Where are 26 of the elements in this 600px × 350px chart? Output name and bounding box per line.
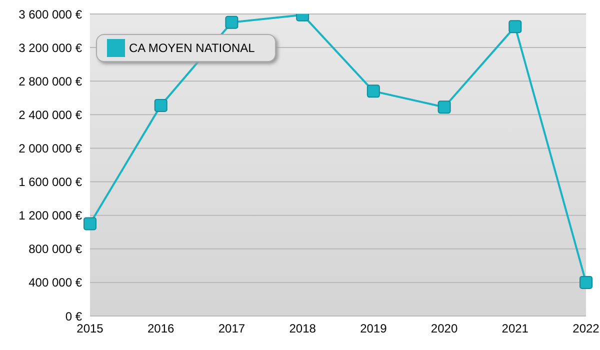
y-tick-label: 2 800 000 € xyxy=(18,74,82,88)
y-tick-label: 0 € xyxy=(65,309,82,324)
point xyxy=(438,100,451,114)
y-tick-label: 400 000 € xyxy=(28,276,82,290)
x-tick-label: 2019 xyxy=(360,322,388,336)
y-tick-label: 800 000 € xyxy=(28,242,82,256)
point xyxy=(366,84,380,98)
x-tick-label: 2022 xyxy=(572,322,600,336)
x-tick-label: 2017 xyxy=(218,322,246,336)
y-tick-label: 2 400 000 € xyxy=(18,108,82,122)
point xyxy=(84,217,96,230)
legend-label: CA MOYEN NATIONAL xyxy=(129,41,255,56)
y-tick-label: 1 200 000 € xyxy=(18,208,82,223)
x-tick-label: 2016 xyxy=(148,322,175,336)
point xyxy=(580,276,592,289)
x-tick-label: 2018 xyxy=(289,322,316,336)
point xyxy=(508,20,522,34)
y-tick-label: 1 600 000 € xyxy=(18,175,82,190)
y-tick-label: 3 200 000 € xyxy=(18,40,82,55)
y-tick-label: 2 000 000 € xyxy=(18,141,82,156)
y-tick-label: 3 600 000 € xyxy=(18,7,82,22)
x-tick-label: 2020 xyxy=(430,322,458,336)
point xyxy=(154,98,168,112)
x-tick-label: 2015 xyxy=(76,322,104,336)
x-tick-label: 2021 xyxy=(502,322,529,336)
point xyxy=(225,16,238,29)
